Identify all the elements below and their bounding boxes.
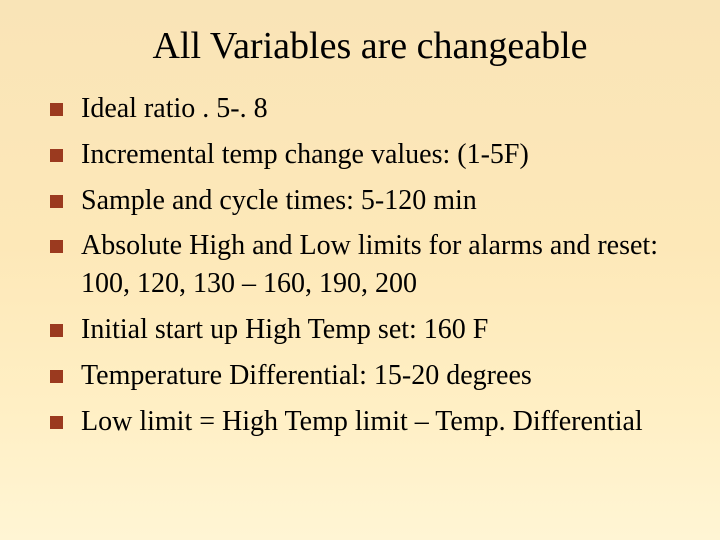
bullet-text: Low limit = High Temp limit – Temp. Diff…: [81, 403, 690, 441]
list-item: Absolute High and Low limits for alarms …: [50, 227, 690, 303]
bullet-icon: [50, 370, 63, 383]
list-item: Initial start up High Temp set: 160 F: [50, 311, 690, 349]
list-item: Temperature Differential: 15-20 degrees: [50, 357, 690, 395]
bullet-list: Ideal ratio . 5-. 8 Incremental temp cha…: [30, 90, 690, 440]
bullet-text: Ideal ratio . 5-. 8: [81, 90, 690, 128]
bullet-text: Initial start up High Temp set: 160 F: [81, 311, 690, 349]
list-item: Incremental temp change values: (1-5F): [50, 136, 690, 174]
list-item: Ideal ratio . 5-. 8: [50, 90, 690, 128]
bullet-icon: [50, 103, 63, 116]
bullet-text: Absolute High and Low limits for alarms …: [81, 227, 690, 303]
bullet-icon: [50, 149, 63, 162]
bullet-icon: [50, 195, 63, 208]
bullet-icon: [50, 240, 63, 253]
bullet-icon: [50, 324, 63, 337]
bullet-icon: [50, 416, 63, 429]
bullet-text: Temperature Differential: 15-20 degrees: [81, 357, 690, 395]
list-item: Sample and cycle times: 5-120 min: [50, 182, 690, 220]
bullet-text: Incremental temp change values: (1-5F): [81, 136, 690, 174]
slide-title: All Variables are changeable: [70, 24, 670, 68]
bullet-text: Sample and cycle times: 5-120 min: [81, 182, 690, 220]
slide-container: All Variables are changeable Ideal ratio…: [0, 0, 720, 540]
list-item: Low limit = High Temp limit – Temp. Diff…: [50, 403, 690, 441]
